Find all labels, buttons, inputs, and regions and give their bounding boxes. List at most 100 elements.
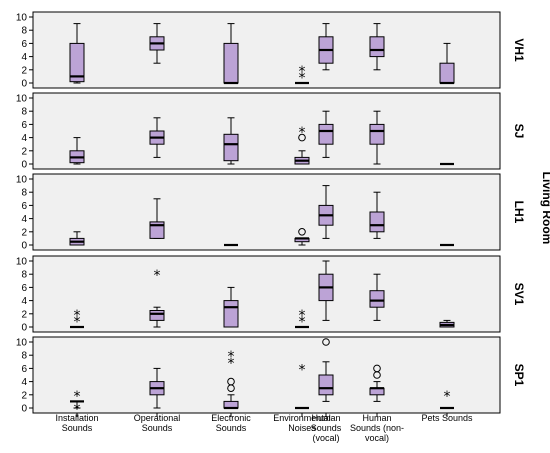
outlier-star: * [74,402,81,418]
box-1-4 [318,110,334,158]
box-3-5 [369,273,385,321]
box-iqr [369,123,385,145]
category-label: Electronic Sounds [211,413,251,433]
box-0-1 [149,23,165,64]
box-3-6 [439,319,455,328]
outlier-circle [373,364,381,373]
box-3-1: * [149,268,165,328]
box-1-1 [149,117,165,158]
y-tick-label: 0 [21,241,27,252]
outlier-circle [227,377,235,386]
outlier-circle [298,228,306,236]
outlier-star: * [299,314,306,330]
outlier-star: * [299,70,306,86]
outlier-star: * [299,125,306,141]
panel-frame [32,92,501,170]
box-1-5 [369,110,385,165]
box-2-0 [69,231,85,246]
panel-vh1: 0 2 4 6 8 10 VH1 ** [16,11,526,90]
category-labels: Installation Sounds Operational Sounds Elect… [55,413,473,443]
y-tick-label: 0 [21,404,27,415]
box-1-3: * [294,125,310,165]
panel-label: SJ [512,124,526,139]
box-iqr [149,310,165,321]
y-tick-label: 10 [16,338,28,349]
box-0-2 [223,23,239,85]
box-iqr [318,123,334,145]
panel-lh1: 0 2 4 6 8 10 LH1 [16,173,526,252]
box-0-4 [318,23,334,71]
outlier-circle [322,338,330,346]
box-0-0 [69,23,85,84]
box-iqr [223,42,239,84]
outlier-star: * [74,308,81,324]
outlier-circle [298,133,306,142]
box-2-1 [149,198,165,239]
box-iqr [369,211,385,233]
outlier-star: * [154,268,161,284]
y-tick-label: 10 [16,257,28,268]
facet-label: Living Room [540,172,550,245]
y-tick-label: 4 [21,52,27,63]
panel-frame [32,336,501,414]
y-tick-label: 8 [21,107,27,118]
y-tick-label: 6 [21,120,27,131]
outlier-star: * [74,389,81,405]
outlier-star: * [228,356,235,372]
box-1-2 [223,117,239,165]
y-tick-label: 2 [21,309,27,320]
panel-label: LH1 [512,201,526,224]
box-2-5 [369,191,385,239]
panel-frame [32,255,501,333]
box-3-2 [223,286,239,328]
panel-frame [32,173,501,251]
category-label: Human Sounds (vocal) [311,413,342,443]
box-4-4 [318,338,334,402]
y-tick-label: 10 [16,94,28,105]
y-tick-label: 6 [21,364,27,375]
box-iqr [223,133,239,162]
y-tick-label: 4 [21,133,27,144]
category-label: Installation Sounds [55,413,98,433]
box-iqr [439,62,455,84]
box-iqr [369,36,385,58]
y-tick-label: 8 [21,351,27,362]
box-3-4 [318,260,334,321]
box-1-0 [69,137,85,165]
y-tick-label: 6 [21,283,27,294]
box-0-5 [369,23,385,71]
y-tick-label: 0 [21,79,27,90]
y-tick-label: 0 [21,160,27,171]
box-2-4 [318,185,334,239]
y-tick-label: 4 [21,214,27,225]
outlier-star: * [299,362,306,378]
y-tick-label: 8 [21,270,27,281]
y-tick-label: 10 [16,13,28,24]
box-4-2: ** [223,349,239,410]
y-tick-label: 0 [21,323,27,334]
y-tick-label: 2 [21,146,27,157]
box-iqr [318,374,334,396]
panel-label: SV1 [512,283,526,306]
box-0-3: ** [295,64,309,86]
y-tick-label: 10 [16,175,28,186]
y-tick-label: 2 [21,227,27,238]
y-tick-label: 8 [21,26,27,37]
box-iqr [223,300,239,328]
outlier-star: * [299,308,306,324]
box-0-6 [439,42,455,85]
box-4-1 [149,367,165,409]
y-tick-label: 6 [21,39,27,50]
category-label: Environmental Noises [273,413,331,433]
y-tick-label: 2 [21,390,27,401]
panel-label: VH1 [512,38,526,62]
chart-panels: 0246810VH1**0246810SJ*0246810LH10246810S… [16,11,526,418]
panel-frame [32,11,501,89]
box-4-3: * [295,362,309,410]
box-3-3: ** [295,308,309,330]
panel-label: SP1 [512,364,526,387]
box-4-0: ** [70,389,84,418]
